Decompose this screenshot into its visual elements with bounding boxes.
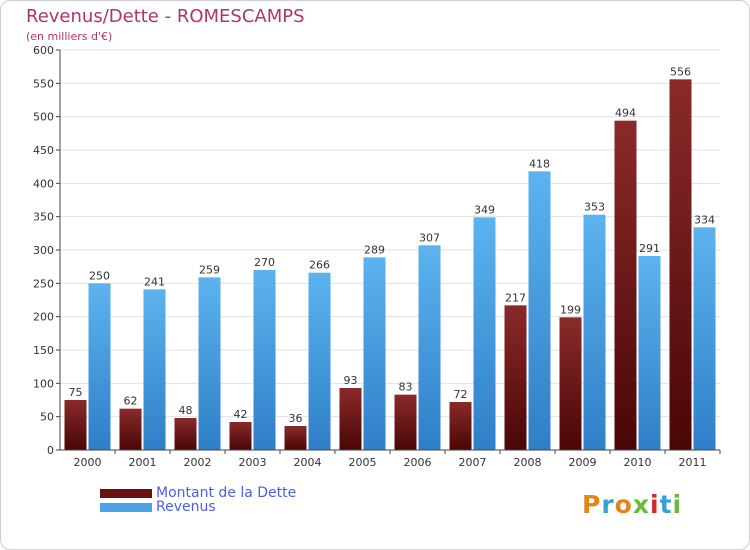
x-tick-label: 2006 — [404, 456, 432, 469]
bar-revenus — [308, 272, 331, 450]
data-label: 75 — [69, 386, 83, 399]
y-tick-label: 350 — [33, 211, 54, 224]
x-tick-label: 2001 — [129, 456, 157, 469]
bar-dette — [339, 388, 362, 450]
legend-item-revenue: Revenus — [100, 499, 296, 515]
logo-letter: r — [601, 490, 615, 519]
bar-dette — [669, 79, 692, 450]
x-tick-label: 2010 — [624, 456, 652, 469]
logo-letter: x — [632, 490, 650, 519]
bar-dette — [449, 402, 472, 450]
logo-letter: P — [582, 490, 602, 519]
data-label: 48 — [179, 404, 193, 417]
legend-label-debt: Montant de la Dette — [156, 485, 297, 501]
data-label: 259 — [199, 263, 220, 276]
bar-dette — [229, 422, 252, 450]
data-label: 270 — [254, 256, 275, 269]
bar-dette — [284, 426, 307, 450]
data-label: 291 — [639, 242, 660, 255]
x-tick-label: 2003 — [239, 456, 267, 469]
bar-revenus — [363, 257, 386, 450]
data-label: 334 — [694, 213, 715, 226]
bar-dette — [559, 317, 582, 450]
y-tick-label: 0 — [47, 444, 54, 457]
data-label: 199 — [560, 303, 581, 316]
x-tick-label: 2005 — [349, 456, 377, 469]
y-tick-label: 100 — [33, 377, 54, 390]
bar-dette — [504, 305, 527, 450]
x-tick-label: 2007 — [459, 456, 487, 469]
chart-subtitle: (en milliers d'€) — [26, 30, 113, 43]
data-label: 494 — [615, 107, 636, 120]
data-label: 72 — [454, 388, 468, 401]
legend-item-debt: Montant de la Dette — [100, 485, 297, 501]
data-label: 217 — [505, 291, 526, 304]
bar-dette — [394, 394, 417, 450]
bar-revenus — [583, 214, 606, 450]
legend-swatch-debt — [100, 488, 152, 498]
bar-dette — [174, 418, 197, 450]
y-tick-label: 450 — [33, 144, 54, 157]
data-label: 250 — [89, 269, 110, 282]
data-label: 241 — [144, 275, 165, 288]
bar-dette — [119, 408, 142, 450]
y-tick-label: 250 — [33, 277, 54, 290]
logo-letter: t — [659, 490, 673, 519]
bar-revenus — [418, 245, 441, 450]
legend: Montant de la Dette Revenus — [100, 485, 297, 515]
data-label: 556 — [670, 65, 691, 78]
proxiti-logo: Proxiti — [582, 490, 682, 519]
bar-dette — [614, 120, 637, 451]
y-tick-label: 600 — [33, 44, 54, 57]
y-tick-label: 550 — [33, 77, 54, 90]
bar-revenus — [693, 227, 716, 450]
y-tick-label: 400 — [33, 177, 54, 190]
data-label: 349 — [474, 203, 495, 216]
y-tick-label: 150 — [33, 344, 54, 357]
x-tick-label: 2000 — [74, 456, 102, 469]
data-label: 307 — [419, 231, 440, 244]
y-tick-label: 200 — [33, 311, 54, 324]
data-label: 62 — [124, 395, 138, 408]
data-label: 289 — [364, 243, 385, 256]
bar-revenus — [198, 277, 221, 450]
bar-revenus — [528, 171, 551, 451]
data-label: 36 — [289, 412, 303, 425]
legend-label-revenue: Revenus — [156, 499, 216, 515]
y-tick-label: 50 — [40, 411, 54, 424]
data-label: 42 — [234, 408, 248, 421]
y-tick-label: 300 — [33, 244, 54, 257]
chart-title: Revenus/Dette - ROMESCAMPS — [26, 6, 305, 27]
data-label: 83 — [399, 381, 413, 394]
bar-revenus — [473, 217, 496, 450]
x-tick-label: 2004 — [294, 456, 322, 469]
x-tick-label: 2008 — [514, 456, 542, 469]
data-label: 418 — [529, 157, 550, 170]
bar-revenus — [638, 256, 661, 450]
data-label: 266 — [309, 259, 330, 272]
bar-dette — [64, 400, 87, 450]
logo-letter: i — [672, 490, 683, 519]
legend-swatch-revenue — [100, 502, 152, 512]
data-label: 93 — [344, 374, 358, 387]
x-tick-label: 2011 — [679, 456, 707, 469]
bar-revenus — [253, 270, 276, 450]
logo-letter: i — [650, 490, 660, 519]
x-tick-label: 2002 — [184, 456, 212, 469]
logo-letter: o — [614, 490, 633, 519]
x-tick-label: 2009 — [569, 456, 597, 469]
bar-revenus — [88, 283, 111, 450]
bar-revenus — [143, 289, 166, 450]
y-tick-label: 500 — [33, 111, 54, 124]
data-label: 353 — [584, 201, 605, 214]
